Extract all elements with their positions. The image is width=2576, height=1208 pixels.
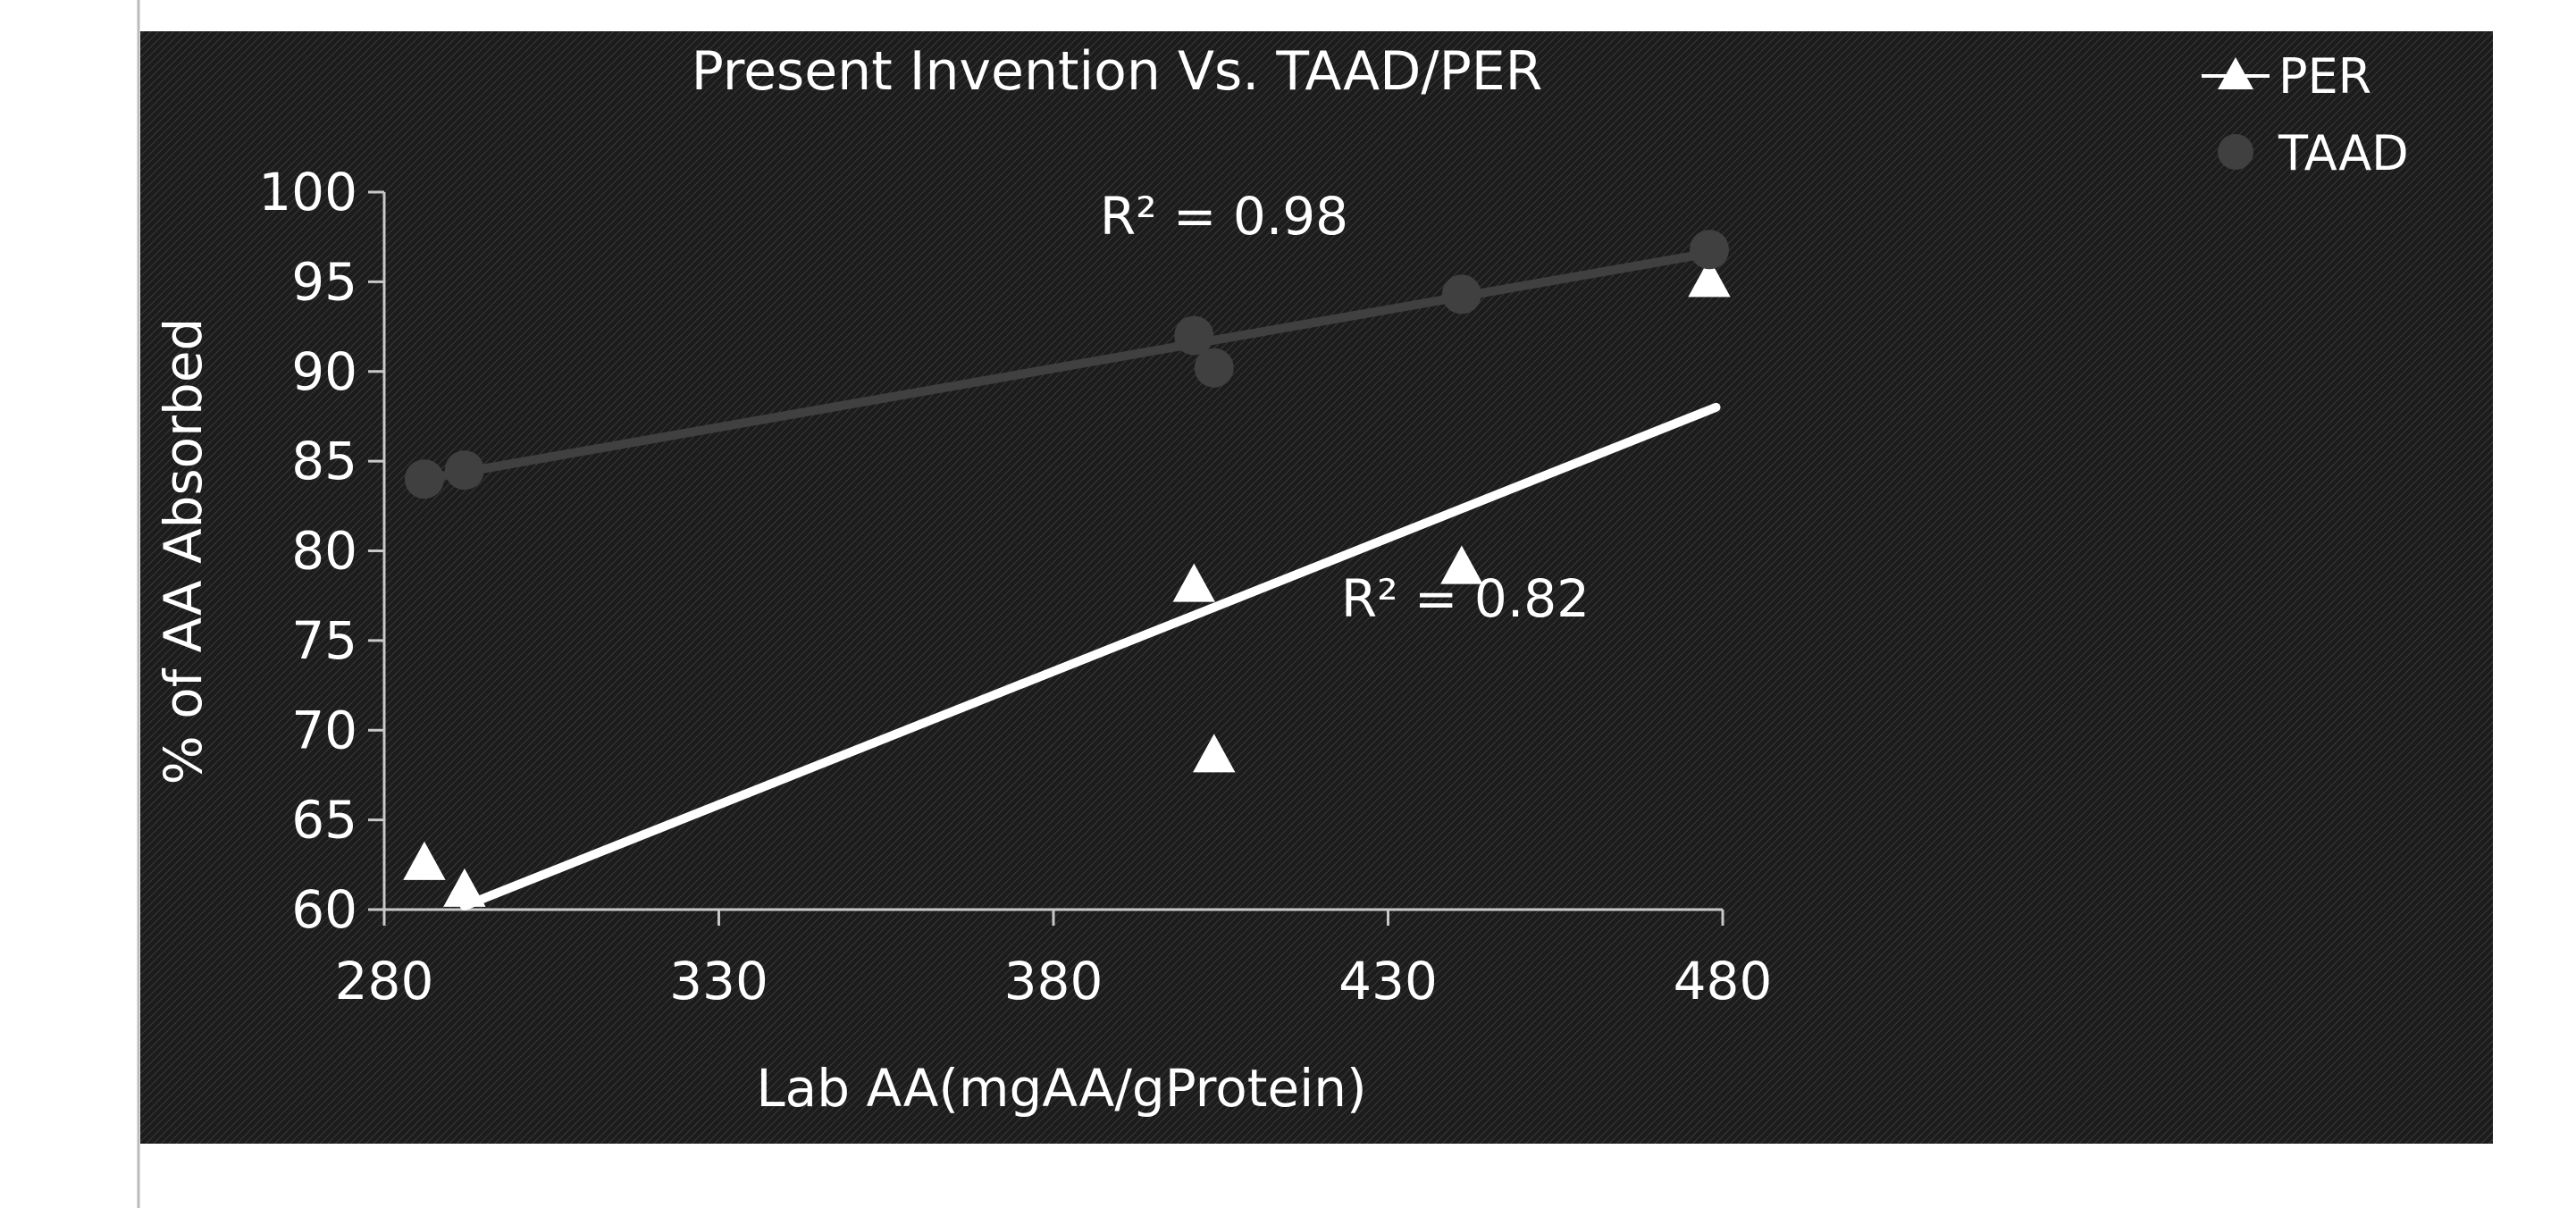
- taad-r2-label: R² = 0.98: [1100, 186, 1348, 247]
- legend-taad-label: TAAD: [2278, 125, 2409, 181]
- y-tick-label: 85: [291, 431, 357, 491]
- taad-point: [1690, 230, 1729, 269]
- taad-point: [405, 459, 444, 499]
- taad-point: [1442, 274, 1481, 314]
- y-tick-label: 65: [291, 790, 357, 851]
- x-tick-label: 380: [1004, 951, 1103, 1011]
- x-axis-label: Lab AA(mgAA/gProtein): [756, 1058, 1366, 1119]
- taad-point: [445, 450, 484, 490]
- y-tick-label: 80: [291, 521, 357, 582]
- y-tick-label: 60: [291, 879, 357, 940]
- y-tick-label: 95: [291, 251, 357, 312]
- per-r2-label: R² = 0.82: [1341, 568, 1590, 629]
- y-tick-label: 100: [258, 162, 357, 222]
- legend-taad-marker: [2218, 134, 2253, 170]
- legend-per-label: PER: [2278, 48, 2371, 105]
- x-tick-label: 430: [1338, 951, 1438, 1011]
- x-tick-label: 280: [335, 951, 434, 1011]
- y-tick-label: 70: [291, 700, 357, 760]
- x-tick-label: 330: [669, 951, 768, 1011]
- x-tick-label: 480: [1674, 951, 1773, 1011]
- y-tick-label: 90: [291, 341, 357, 402]
- chart-title: Present Invention Vs. TAAD/PER: [692, 40, 1543, 103]
- taad-point: [1195, 348, 1234, 388]
- y-tick-label: 75: [291, 610, 357, 671]
- y-axis-label: % of AA Absorbed: [153, 318, 214, 785]
